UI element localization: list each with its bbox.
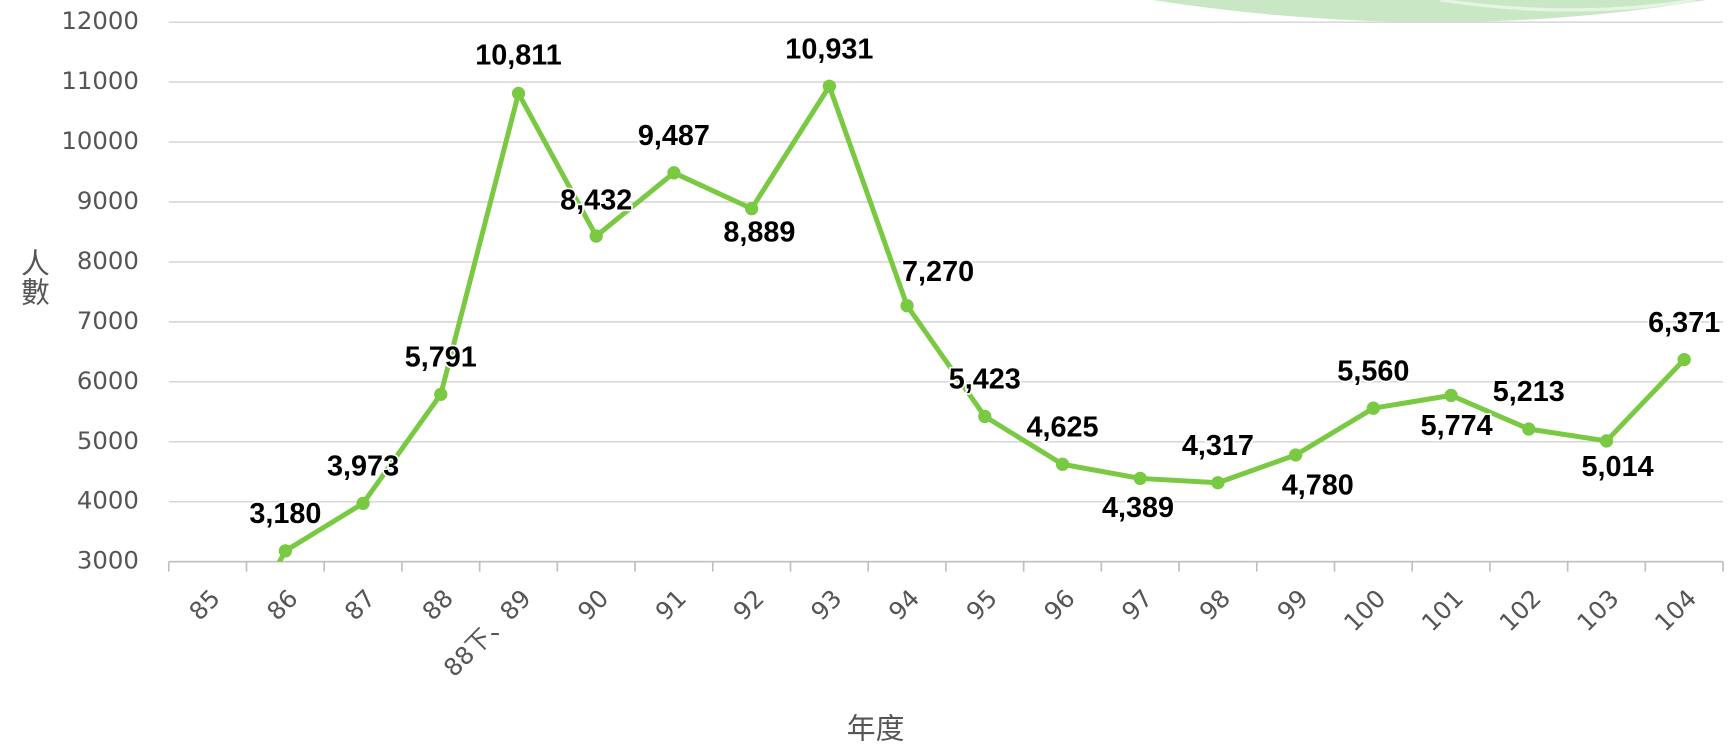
- y-tick-label: 9000: [77, 186, 139, 215]
- point: [900, 299, 913, 312]
- value-label: 6,371: [1648, 307, 1720, 339]
- y-tick-label: 8000: [77, 246, 139, 275]
- x-tick-label: 88: [416, 584, 458, 626]
- y-tick-label: 12000: [61, 6, 139, 35]
- y-tick-label: 5000: [77, 426, 139, 455]
- value-label: 5,423: [949, 364, 1021, 396]
- value-label: 5,774: [1421, 410, 1493, 442]
- point: [590, 229, 603, 242]
- y-tick-label: 10000: [61, 126, 139, 155]
- x-tick-label: 91: [650, 584, 692, 626]
- x-tick-label: 90: [572, 584, 614, 626]
- x-tick-label: 92: [727, 584, 769, 626]
- point: [1211, 476, 1224, 489]
- y-tick-label: 11000: [61, 66, 139, 95]
- chart: 人數 年度 3000 4000 5000 6000 7000 8000 9000 10000 1…: [0, 0, 1729, 750]
- x-tick-label: 102: [1493, 584, 1546, 637]
- point: [1367, 402, 1380, 415]
- value-label: 10,811: [475, 39, 562, 71]
- point: [1134, 472, 1147, 485]
- value-label: 5,213: [1493, 376, 1565, 408]
- point: [279, 544, 292, 557]
- point: [667, 166, 680, 179]
- y-tick-label: 7000: [77, 306, 139, 335]
- point: [1444, 389, 1457, 402]
- point: [1522, 422, 1535, 435]
- x-tick-label: 85: [183, 584, 225, 626]
- value-label: 4,317: [1182, 430, 1254, 462]
- x-tick-label: 98: [1194, 584, 1236, 626]
- value-label: 5,560: [1337, 355, 1409, 387]
- x-tick-label: 86: [261, 584, 303, 626]
- y-tick-label: 3000: [77, 546, 139, 575]
- x-axis-title: 年度: [847, 712, 905, 746]
- x-tick-label: 94: [883, 584, 925, 626]
- value-label: 10,931: [785, 33, 873, 65]
- point: [823, 80, 836, 93]
- y-tick-label: 6000: [77, 366, 139, 395]
- value-label: 4,625: [1026, 411, 1098, 443]
- value-label: 3,180: [249, 498, 321, 530]
- point: [1289, 448, 1302, 461]
- value-label: 9,487: [638, 120, 710, 152]
- value-label: 4,389: [1102, 492, 1174, 524]
- value-label: 8,889: [723, 217, 795, 249]
- y-axis-title: 人數: [17, 248, 51, 306]
- point: [201, 688, 214, 701]
- point: [745, 202, 758, 215]
- value-label: 5,791: [405, 342, 477, 374]
- point: [356, 497, 369, 510]
- value-label: 4,780: [1282, 470, 1354, 502]
- point: [978, 410, 991, 423]
- point: [1678, 353, 1691, 366]
- x-tick-label: 99: [1271, 584, 1313, 626]
- point: [434, 388, 447, 401]
- x-tick-label: 95: [960, 584, 1002, 626]
- value-label: 8,432: [560, 184, 632, 216]
- x-tick-label: 87: [339, 584, 381, 626]
- y-tick-label: 4000: [77, 486, 139, 515]
- point: [512, 87, 525, 100]
- x-tick-label: 93: [805, 584, 847, 626]
- x-tick-label: 101: [1416, 584, 1469, 637]
- value-label: 3,973: [327, 451, 399, 483]
- value-label: 7,270: [902, 256, 974, 288]
- value-label: 5,014: [1582, 451, 1654, 483]
- x-tick-label: 100: [1338, 584, 1391, 637]
- x-tick-label: 104: [1649, 584, 1702, 637]
- x-tick-label: 96: [1038, 584, 1080, 626]
- x-tick-label: 97: [1116, 584, 1158, 626]
- decoration: [1153, 0, 1707, 22]
- point: [1600, 434, 1613, 447]
- point: [1056, 458, 1069, 471]
- x-tick-label: 103: [1571, 584, 1624, 637]
